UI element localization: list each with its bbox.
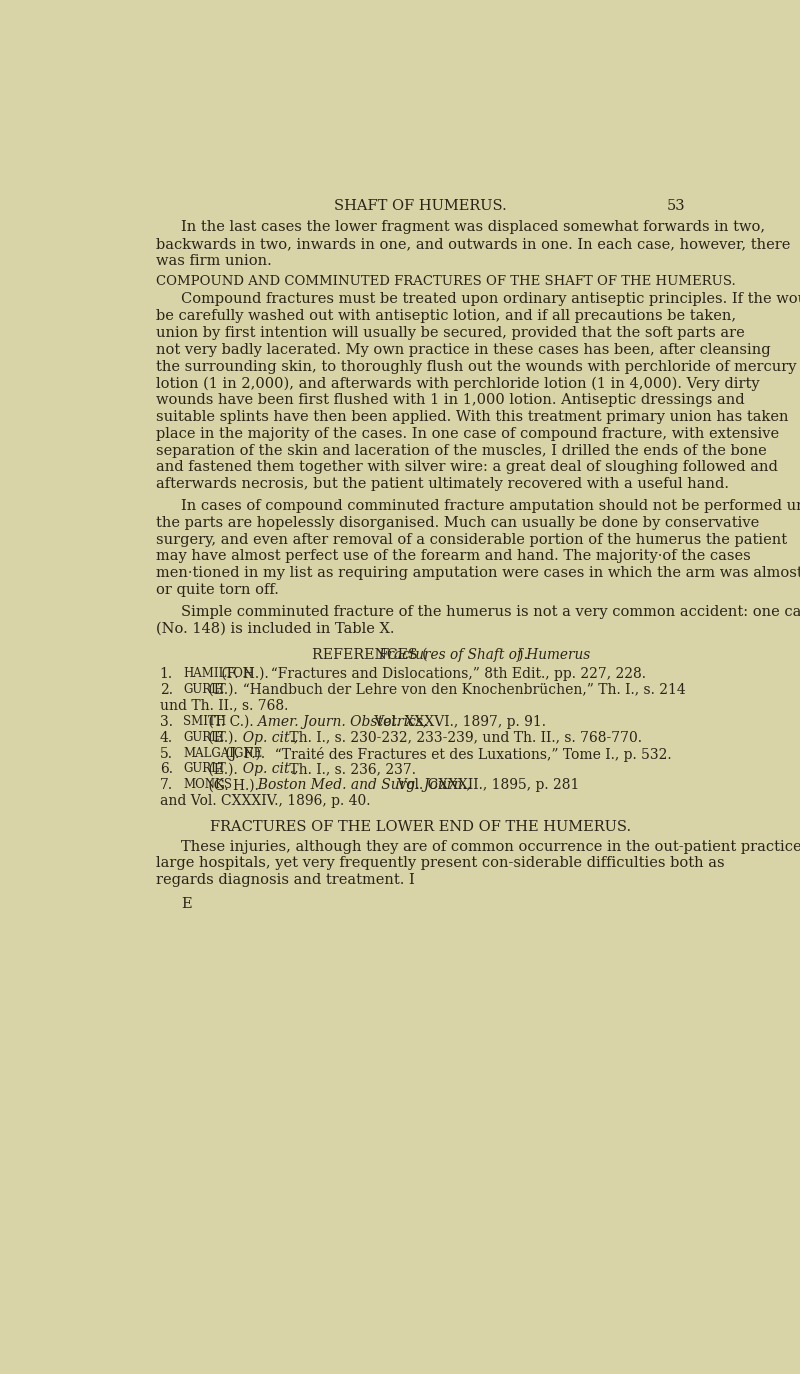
Text: (F. H.).: (F. H.). <box>217 666 269 682</box>
Text: COMPOUND AND COMMINUTED FRACTURES OF THE SHAFT OF THE HUMERUS.: COMPOUND AND COMMINUTED FRACTURES OF THE… <box>156 275 735 289</box>
Text: the surrounding skin, to thoroughly flush out the wounds with perchloride of mer: the surrounding skin, to thoroughly flus… <box>156 360 796 374</box>
Text: (T. C.).: (T. C.). <box>204 714 254 728</box>
Text: Compound fractures must be treated upon ordinary antiseptic principles. If the w: Compound fractures must be treated upon … <box>182 293 800 306</box>
Text: 53: 53 <box>666 199 685 213</box>
Text: Th. I., s. 230-232, 233-239, und Th. II., s. 768-770.: Th. I., s. 230-232, 233-239, und Th. II.… <box>285 731 642 745</box>
Text: (No. 148) is included in Table X.: (No. 148) is included in Table X. <box>156 621 394 636</box>
Text: GURLT: GURLT <box>183 763 226 775</box>
Text: SMITH: SMITH <box>183 714 226 728</box>
Text: backwards in two, inwards in one, and outwards in one. In each case, however, th: backwards in two, inwards in one, and ou… <box>156 238 790 251</box>
Text: Vol. CXXXII., 1895, p. 281: Vol. CXXXII., 1895, p. 281 <box>393 779 579 793</box>
Text: Vol. XXXVI., 1897, p. 91.: Vol. XXXVI., 1897, p. 91. <box>370 714 546 728</box>
Text: und Th. II., s. 768.: und Th. II., s. 768. <box>160 699 288 713</box>
Text: SHAFT OF HUMERUS.: SHAFT OF HUMERUS. <box>334 199 507 213</box>
Text: GURLT: GURLT <box>183 731 226 743</box>
Text: 7.: 7. <box>160 779 173 793</box>
Text: MONKS: MONKS <box>183 779 232 791</box>
Text: 1.: 1. <box>160 666 173 682</box>
Text: FRACTURES OF THE LOWER END OF THE HUMERUS.: FRACTURES OF THE LOWER END OF THE HUMERU… <box>210 819 631 834</box>
Text: “Traité des Fractures et des Luxations,” Tome I., p. 532.: “Traité des Fractures et des Luxations,”… <box>266 746 671 761</box>
Text: 6.: 6. <box>160 763 173 776</box>
Text: lotion (1 in 2,000), and afterwards with perchloride lotion (1 in 4,000). Very d: lotion (1 in 2,000), and afterwards with… <box>156 376 759 390</box>
Text: “Fractures and Dislocations,” 8th Edit., pp. 227, 228.: “Fractures and Dislocations,” 8th Edit.,… <box>262 666 646 682</box>
Text: the parts are hopelessly disorganised. Much can usually be done by conservative: the parts are hopelessly disorganised. M… <box>156 515 759 530</box>
Text: regards diagnosis and treatment. I: regards diagnosis and treatment. I <box>156 874 414 888</box>
Text: be carefully washed out with antiseptic lotion, and if all precautions be taken,: be carefully washed out with antiseptic … <box>156 309 736 323</box>
Text: may have almost perfect use of the forearm and hand. The majority·of the cases: may have almost perfect use of the forea… <box>156 550 750 563</box>
Text: Boston Med. and Surg. Journ.,: Boston Med. and Surg. Journ., <box>249 779 471 793</box>
Text: Op. cit.,: Op. cit., <box>234 763 298 776</box>
Text: Simple comminuted fracture of the humerus is not a very common accident: one cas: Simple comminuted fracture of the humeru… <box>182 605 800 618</box>
Text: union by first intention will usually be secured, provided that the soft parts a: union by first intention will usually be… <box>156 326 745 341</box>
Text: 5.: 5. <box>160 746 173 761</box>
Text: (E.).: (E.). <box>204 683 238 697</box>
Text: Fractures of Shaft of Humerus: Fractures of Shaft of Humerus <box>378 647 591 661</box>
Text: and Vol. CXXXIV., 1896, p. 40.: and Vol. CXXXIV., 1896, p. 40. <box>160 794 370 808</box>
Text: and fastened them together with silver wire: a great deal of sloughing followed : and fastened them together with silver w… <box>156 460 778 474</box>
Text: In the last cases the lower fragment was displaced somewhat forwards in two,: In the last cases the lower fragment was… <box>182 220 766 235</box>
Text: was firm union.: was firm union. <box>156 254 271 268</box>
Text: place in the majority of the cases. In one case of compound fracture, with exten: place in the majority of the cases. In o… <box>156 427 779 441</box>
Text: MALGAIGNE: MALGAIGNE <box>183 746 262 760</box>
Text: 4.: 4. <box>160 731 173 745</box>
Text: Op. cit.,: Op. cit., <box>234 731 298 745</box>
Text: In cases of compound comminuted fracture amputation should not be performed unle: In cases of compound comminuted fracture… <box>182 499 800 513</box>
Text: wounds have been first flushed with 1 in 1,000 lotion. Antiseptic dressings and: wounds have been first flushed with 1 in… <box>156 393 745 407</box>
Text: (E.).: (E.). <box>204 731 238 745</box>
Text: Th. I., s. 236, 237.: Th. I., s. 236, 237. <box>285 763 416 776</box>
Text: surgery, and even after removal of a considerable portion of the humerus the pat: surgery, and even after removal of a con… <box>156 533 787 547</box>
Text: GURLT: GURLT <box>183 683 226 695</box>
Text: suitable splints have then been applied. With this treatment primary union has t: suitable splints have then been applied.… <box>156 409 788 425</box>
Text: (E.).: (E.). <box>204 763 238 776</box>
Text: separation of the skin and laceration of the muscles, I drilled the ends of the : separation of the skin and laceration of… <box>156 444 766 458</box>
Text: “Handbuch der Lehre von den Knochenbrüchen,” Th. I., s. 214: “Handbuch der Lehre von den Knochenbrüch… <box>234 683 686 697</box>
Text: REFERENCES (: REFERENCES ( <box>312 647 427 661</box>
Text: 3.: 3. <box>160 714 173 728</box>
Text: or quite torn off.: or quite torn off. <box>156 583 278 596</box>
Text: Amer. Journ. Obstetrics,: Amer. Journ. Obstetrics, <box>249 714 427 728</box>
Text: not very badly lacerated. My own practice in these cases has been, after cleansi: not very badly lacerated. My own practic… <box>156 344 770 357</box>
Text: large hospitals, yet very frequently present con-siderable difficulties both as: large hospitals, yet very frequently pre… <box>156 856 725 871</box>
Text: (J. F.).: (J. F.). <box>221 746 265 761</box>
Text: afterwards necrosis, but the patient ultimately recovered with a useful hand.: afterwards necrosis, but the patient ult… <box>156 477 729 491</box>
Text: men·tioned in my list as requiring amputation were cases in which the arm was al: men·tioned in my list as requiring amput… <box>156 566 800 580</box>
Text: (G. H.).: (G. H.). <box>204 779 259 793</box>
Text: 2.: 2. <box>160 683 173 697</box>
Text: E: E <box>182 897 192 911</box>
Text: HAMILTON: HAMILTON <box>183 666 253 680</box>
Text: ).: ). <box>518 647 528 661</box>
Text: These injuries, although they are of common occurrence in the out-patient practi: These injuries, although they are of com… <box>182 840 800 853</box>
